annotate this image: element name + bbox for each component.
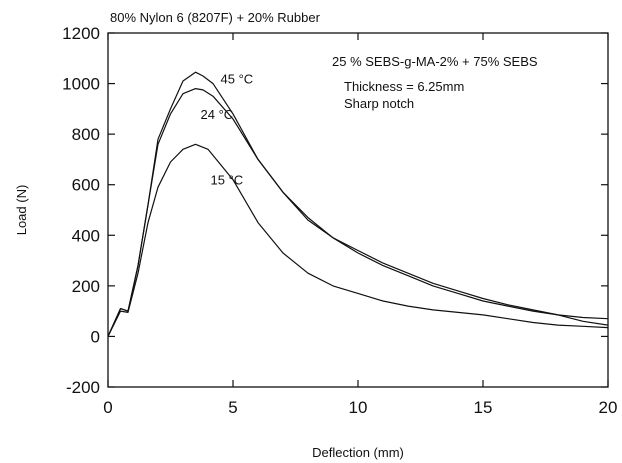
x-axis-label: Deflection (mm) — [312, 445, 404, 460]
x-tick-label: 10 — [349, 398, 368, 417]
series-line-3 — [107, 143, 609, 337]
y-tick-label: 200 — [72, 277, 100, 296]
y-tick-label: 800 — [72, 125, 100, 144]
x-tick-label: 20 — [599, 398, 618, 417]
y-tick-label: -200 — [66, 378, 100, 397]
annotation-thickness: Thickness = 6.25mm — [344, 79, 464, 94]
annotation-composition: 25 % SEBS-g-MA-2% + 75% SEBS — [332, 54, 538, 69]
x-tick-label: 15 — [474, 398, 493, 417]
y-tick-label: 0 — [91, 327, 100, 346]
series-label-2: 24 °C — [201, 107, 234, 122]
y-tick-label: 600 — [72, 176, 100, 195]
y-axis-label: Load (N) — [14, 185, 29, 236]
series-lines — [107, 71, 609, 337]
y-tick-label: 400 — [72, 226, 100, 245]
y-axis: -200 0 200 400 600 800 1000 1200 — [62, 24, 608, 397]
y-tick-label: 1000 — [62, 75, 100, 94]
x-tick-label: 0 — [103, 398, 112, 417]
series-labels: 45 °C 24 °C 15 °C — [201, 72, 254, 188]
chart-title: 80% Nylon 6 (8207F) + 20% Rubber — [110, 10, 321, 25]
series-line-1 — [107, 71, 609, 337]
y-tick-label: 1200 — [62, 24, 100, 43]
annotation-notch: Sharp notch — [344, 96, 414, 111]
x-tick-label: 5 — [228, 398, 237, 417]
series-label-1: 45 °C — [221, 72, 254, 87]
series-line-2 — [107, 87, 609, 337]
series-label-3: 15 °C — [211, 173, 244, 188]
x-axis: 0 5 10 15 20 — [103, 33, 617, 417]
